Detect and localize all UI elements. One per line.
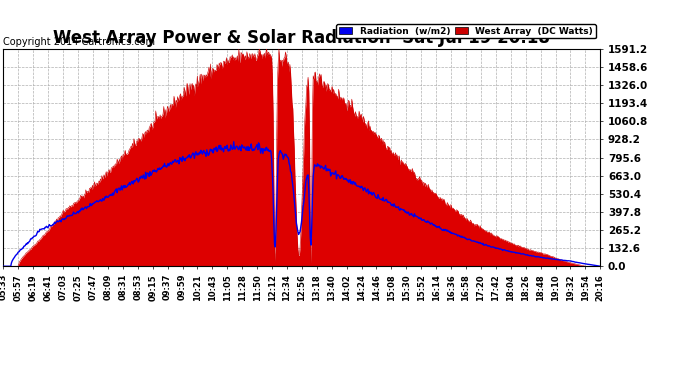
Title: West Array Power & Solar Radiation  Sat Jul 19 20:18: West Array Power & Solar Radiation Sat J… xyxy=(53,29,551,47)
Legend: Radiation  (w/m2), West Array  (DC Watts): Radiation (w/m2), West Array (DC Watts) xyxy=(336,24,595,38)
Text: Copyright 2014 Cartronics.com: Copyright 2014 Cartronics.com xyxy=(3,37,155,46)
